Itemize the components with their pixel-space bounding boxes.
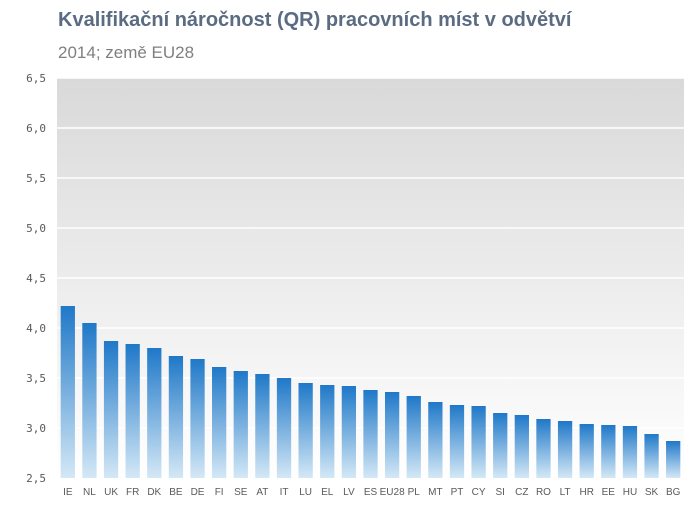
bar-si [493,413,508,478]
bar-hu [622,426,638,478]
bar-ie [60,306,75,478]
bar-it [276,378,292,478]
chart-title: Kvalifikační náročnost (QR) pracovních m… [58,9,572,31]
bar-uk [103,341,119,478]
y-tick-label: 4,0 [26,322,46,335]
bar-pt [449,405,465,478]
bar-lu [298,383,313,478]
x-tick-label: LU [299,487,312,498]
x-tick-label: ES [364,487,378,498]
x-tick-label: AT [256,487,268,498]
x-tick-label: FI [215,487,224,498]
x-tick-label: EU28 [380,487,405,498]
bar-fr [125,344,140,478]
x-tick-label: HR [579,487,593,498]
bar-se [233,371,248,478]
bar-cy [471,406,486,478]
x-tick-label: MT [428,487,442,498]
x-tick-label: SI [495,487,504,498]
x-tick-label: FR [126,487,139,498]
x-tick-label: SE [234,487,248,498]
x-tick-label: PL [408,487,421,498]
bar-fi [212,367,227,478]
x-tick-label: HU [623,487,637,498]
y-tick-label: 5,5 [26,172,46,185]
chart-subtitle: 2014; země EU28 [58,43,195,62]
x-axis-ticks: IE NL UK FR DK BE DE FI SE AT IT LU EL LV ES EU28 PL MT PT… [63,487,681,498]
bar-el [320,385,335,478]
bar-be [168,356,184,478]
bar-pl [406,396,421,478]
bar-nl [82,323,97,478]
x-tick-label: CY [472,487,486,498]
x-tick-label: EE [602,487,616,498]
bar-de [190,359,205,478]
bar-lv [341,386,357,478]
x-tick-label: IE [63,487,73,498]
gridlines [57,77,684,479]
x-tick-label: UK [104,487,118,498]
y-tick-label: 6,0 [26,122,46,135]
y-tick-label: 3,0 [26,422,46,435]
x-tick-label: DK [147,487,161,498]
y-tick-label: 6,5 [26,72,46,85]
bar-dk [147,348,162,478]
y-tick-label: 3,5 [26,372,46,385]
bar-eu28 [384,392,400,478]
x-tick-label: NL [83,487,96,498]
x-tick-label: LT [560,487,571,498]
bar-sk [644,434,659,478]
x-tick-label: DE [191,487,205,498]
bar-bg [666,441,681,478]
x-tick-label: CZ [515,487,528,498]
y-axis-ticks: 2,5 3,0 3,5 4,0 4,5 5,0 5,5 6,0 6,5 [26,72,46,485]
bar-at [255,374,270,478]
y-tick-label: 2,5 [26,472,46,485]
x-tick-label: BG [666,487,681,498]
bar-es [363,390,378,478]
y-tick-label: 4,5 [26,272,46,285]
bar-ee [601,425,616,478]
bar-mt [428,402,443,478]
bar-lt [557,421,573,478]
y-tick-label: 5,0 [26,222,46,235]
bar-hr [579,424,594,478]
x-tick-label: RO [536,487,551,498]
x-tick-label: EL [321,487,334,498]
x-tick-label: BE [169,487,183,498]
bar-ro [536,419,551,478]
bars [60,306,681,478]
bar-cz [514,415,529,478]
x-tick-label: LV [343,487,355,498]
x-tick-label: SK [645,487,659,498]
x-tick-label: IT [280,487,289,498]
x-tick-label: PT [451,487,464,498]
